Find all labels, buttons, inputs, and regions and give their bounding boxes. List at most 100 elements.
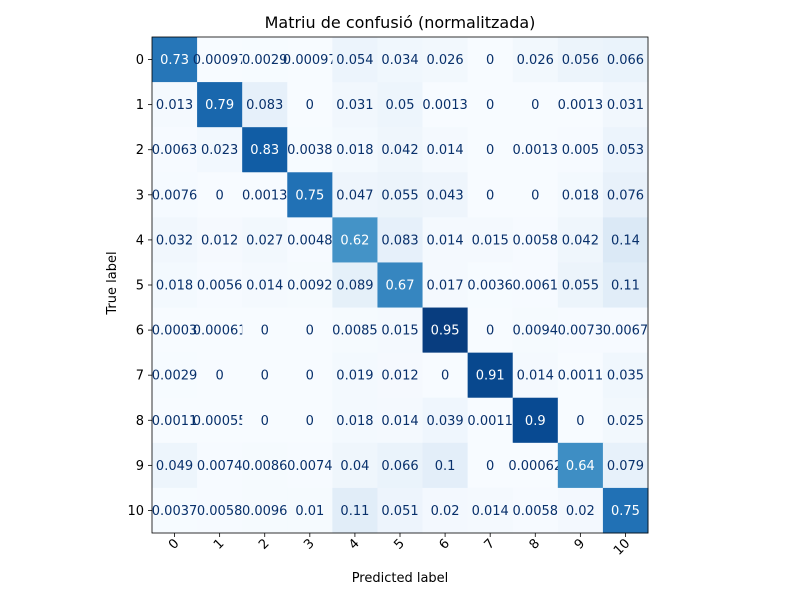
heatmap-cell bbox=[197, 127, 243, 173]
heatmap-cell bbox=[377, 307, 424, 354]
x-tick-label: 0 bbox=[166, 536, 182, 552]
chart-axes: 0 1 2 3 4 5 6 7 8 9 10 0 1 2 3 4 5 6 7 8 9 10 bbox=[127, 36, 649, 559]
heatmap-cell bbox=[512, 352, 559, 399]
cell-value-label: 0.0029 bbox=[152, 369, 198, 384]
heatmap-cell bbox=[287, 37, 333, 83]
cell-value-label: 0.023 bbox=[201, 143, 238, 158]
cell-value-label: 0.62 bbox=[340, 233, 369, 248]
cell-value-label: 0.014 bbox=[517, 369, 554, 384]
heatmap-cell bbox=[422, 307, 469, 354]
cell-value-label: 0.013 bbox=[156, 98, 193, 113]
heatmap-cell bbox=[512, 307, 559, 354]
cell-value-label: 0.014 bbox=[426, 233, 463, 248]
cell-value-label: 0.047 bbox=[336, 188, 373, 203]
x-tick-label: 10 bbox=[611, 536, 633, 558]
heatmap-cell bbox=[512, 172, 559, 218]
heatmap-cell bbox=[602, 352, 649, 399]
cell-value-label: 0.014 bbox=[426, 143, 463, 158]
heatmap-cell bbox=[152, 352, 198, 399]
heatmap-cell bbox=[467, 487, 514, 534]
heatmap-cell bbox=[332, 37, 378, 83]
cell-value-label: 0.11 bbox=[340, 504, 369, 519]
x-tick-label: 6 bbox=[436, 536, 452, 552]
heatmap-cell bbox=[377, 82, 424, 128]
heatmap-cell bbox=[602, 172, 649, 218]
cell-value-label: 0.79 bbox=[205, 98, 234, 113]
cell-value-label: 0.005 bbox=[562, 143, 599, 158]
heatmap-cell bbox=[152, 262, 198, 309]
heatmap-cell bbox=[422, 127, 469, 173]
cell-value-label: 0 bbox=[486, 324, 494, 339]
cell-value-label: 0.0092 bbox=[287, 279, 333, 294]
heatmap-cell bbox=[422, 37, 469, 83]
heatmap-cell bbox=[242, 307, 288, 354]
heatmap-cell bbox=[467, 82, 514, 128]
cell-value-label: 0 bbox=[486, 53, 494, 68]
cell-value-label: 0.051 bbox=[381, 504, 418, 519]
heatmap-cell bbox=[287, 262, 333, 309]
heatmap-cell bbox=[287, 172, 333, 218]
cell-value-label: 0 bbox=[261, 414, 269, 429]
cell-value-label: 0 bbox=[441, 369, 449, 384]
cell-value-label: 0.018 bbox=[336, 143, 373, 158]
cell-value-label: 0.031 bbox=[607, 98, 644, 113]
heatmap-cell bbox=[422, 352, 469, 399]
heatmap-cell bbox=[332, 487, 378, 534]
cell-value-label: 0.0013 bbox=[558, 98, 604, 113]
cell-value-label: 0.67 bbox=[386, 279, 415, 294]
heatmap-cell bbox=[422, 397, 469, 444]
cell-value-label: 0.73 bbox=[160, 53, 189, 68]
cell-value-label: 0 bbox=[531, 98, 539, 113]
cell-value-label: 0.0076 bbox=[152, 188, 198, 203]
heatmap-cell bbox=[152, 127, 198, 173]
heatmap-cell bbox=[377, 37, 424, 83]
heatmap-cell bbox=[557, 82, 604, 128]
cell-value-label: 0.0058 bbox=[513, 233, 559, 248]
cell-value-label: 0 bbox=[306, 98, 314, 113]
heatmap-cell bbox=[422, 172, 469, 218]
heatmap-cell bbox=[332, 397, 378, 444]
heatmap-cell bbox=[197, 217, 243, 263]
cell-value-label: 0.0096 bbox=[242, 504, 288, 519]
cell-value-label: 0.015 bbox=[472, 233, 509, 248]
cell-value-label: 0.083 bbox=[246, 98, 283, 113]
heatmap-cell bbox=[242, 352, 288, 399]
cell-value-label: 0.02 bbox=[431, 504, 460, 519]
cell-value-label: 0.012 bbox=[381, 369, 418, 384]
cell-value-label: 0 bbox=[261, 369, 269, 384]
heatmap-cell bbox=[557, 442, 604, 489]
cell-value-label: 0.066 bbox=[607, 53, 644, 68]
y-tick-label: 4 bbox=[136, 233, 144, 248]
heatmap-cell bbox=[242, 262, 288, 309]
heatmap-cell bbox=[242, 442, 288, 489]
heatmap-cell bbox=[557, 37, 604, 83]
x-tick-label: 8 bbox=[527, 536, 543, 552]
heatmap-cell bbox=[242, 217, 288, 263]
cell-value-label: 0.00097 bbox=[283, 53, 337, 68]
heatmap-cell bbox=[152, 397, 198, 444]
cell-value-label: 0.0013 bbox=[513, 143, 559, 158]
y-tick-label: 2 bbox=[136, 143, 144, 158]
cell-value-label: 0.015 bbox=[381, 324, 418, 339]
heatmap-cell bbox=[332, 352, 378, 399]
cell-value-label: 0.014 bbox=[472, 504, 509, 519]
y-tick-label: 0 bbox=[136, 53, 144, 68]
cell-value-label: 0.0013 bbox=[422, 98, 468, 113]
cell-value-label: 0 bbox=[531, 188, 539, 203]
heatmap-cell bbox=[422, 217, 469, 263]
cell-value-label: 0.027 bbox=[246, 233, 283, 248]
cell-value-label: 0.1 bbox=[435, 459, 456, 474]
heatmap-cell bbox=[512, 217, 559, 263]
cell-value-label: 0.017 bbox=[426, 279, 463, 294]
heatmap-cell bbox=[602, 487, 649, 534]
heatmap-cell bbox=[377, 172, 424, 218]
heatmap-cell bbox=[512, 82, 559, 128]
heatmap-cell bbox=[467, 352, 514, 399]
y-tick-label: 1 bbox=[136, 98, 144, 113]
cell-value-label: 0.018 bbox=[156, 279, 193, 294]
cell-value-label: 0.076 bbox=[607, 188, 644, 203]
heatmap-cell bbox=[557, 352, 604, 399]
y-tick-label: 5 bbox=[136, 279, 144, 294]
cell-value-label: 0.11 bbox=[611, 279, 640, 294]
